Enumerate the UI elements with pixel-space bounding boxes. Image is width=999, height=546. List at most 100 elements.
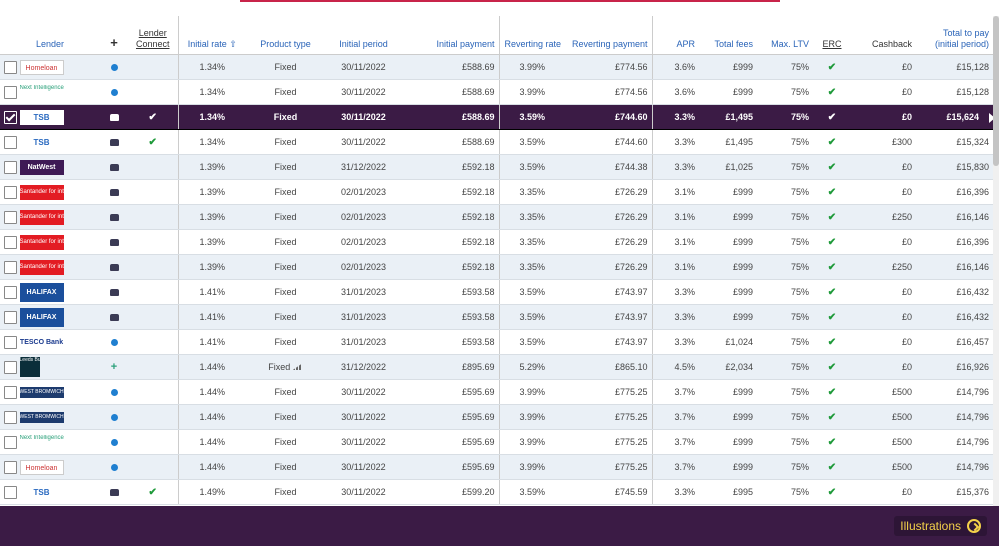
initial-payment-cell: £592.18 <box>402 229 499 255</box>
table-row[interactable]: Homeloan 1.34% Fixed 30/11/2022 £588.69 3.99%… <box>0 54 993 80</box>
row-checkbox[interactable] <box>4 210 17 224</box>
max-ltv-cell: 75% <box>757 379 813 405</box>
total-to-pay-cell: £15,128 <box>916 54 993 80</box>
lender-type-cell <box>100 129 128 155</box>
row-checkbox[interactable] <box>4 385 17 399</box>
apr-cell: 4.5% <box>651 354 699 380</box>
product-type-cell: Fixed <box>246 454 325 480</box>
table-row[interactable]: WEST BROMWICH 1.44% Fixed 30/11/2022 £595.69… <box>0 404 993 430</box>
lender-logo: Santander for intermediaries <box>19 184 64 200</box>
initial-period-cell: 30/11/2022 <box>325 454 402 480</box>
table-row[interactable]: TSB ✔ 1.49% Fixed 30/11/2022 £599.20 3.59% £745… <box>0 479 993 505</box>
tick-icon: ✔ <box>827 236 837 248</box>
table-row[interactable]: Next Intelligence 1.34% Fixed 30/11/2022 £58… <box>0 79 993 105</box>
max-ltv-cell: 75% <box>757 154 813 180</box>
tick-icon: ✔ <box>827 386 837 398</box>
initial-rate-cell: 1.44% <box>177 429 246 455</box>
table-row[interactable]: Santander for intermediaries 1.39% Fixed 02… <box>0 254 993 280</box>
col-erc[interactable]: ERC <box>813 16 851 55</box>
table-row[interactable]: Next Intelligence 1.44% Fixed 30/11/2022 £59… <box>0 429 993 455</box>
apr-cell: 3.7% <box>651 404 699 430</box>
row-checkbox[interactable] <box>4 160 17 174</box>
col-reverting-rate[interactable]: Reverting rate <box>498 16 565 55</box>
col-cashback[interactable]: Cashback <box>851 16 916 55</box>
initial-rate-cell: 1.39% <box>177 204 246 230</box>
col-plus[interactable]: + <box>100 16 128 55</box>
reverting-payment-cell: £745.59 <box>565 479 652 505</box>
row-checkbox[interactable] <box>4 85 17 99</box>
col-lender-connect[interactable]: Lender Connect <box>128 16 178 55</box>
col-product-type[interactable]: Product type <box>246 16 325 55</box>
initial-payment-cell: £588.69 <box>402 104 499 130</box>
row-checkbox[interactable] <box>4 235 17 249</box>
apr-cell: 3.7% <box>651 454 699 480</box>
col-apr[interactable]: APR <box>651 16 699 55</box>
row-checkbox[interactable] <box>4 110 17 124</box>
table-row[interactable]: TSB ✔ 1.34% Fixed 30/11/2022 £588.69 3.59% £744… <box>0 129 993 155</box>
table-row[interactable]: TESCO Bank 1.41% Fixed 31/01/2023 £593.58 3.5… <box>0 329 993 355</box>
row-checkbox[interactable] <box>4 260 17 274</box>
table-row[interactable]: TSB ✔ 1.34% Fixed 30/11/2022 £588.69 3.59% £744… <box>0 104 995 130</box>
table-row[interactable]: NatWest 1.39% Fixed 31/12/2022 £592.18 3.59% £… <box>0 154 993 180</box>
row-checkbox[interactable] <box>4 460 17 474</box>
row-checkbox[interactable] <box>4 485 17 499</box>
table-row[interactable]: Santander for intermediaries 1.39% Fixed 02… <box>0 179 993 205</box>
reverting-rate-cell: 3.59% <box>498 104 565 130</box>
col-lender[interactable]: Lender <box>0 16 100 55</box>
initial-payment-cell: £593.58 <box>402 304 499 330</box>
lender-cell: Next Intelligence <box>0 429 100 455</box>
row-checkbox[interactable] <box>4 135 17 149</box>
initial-period-cell: 02/01/2023 <box>325 204 402 230</box>
row-checkbox[interactable] <box>4 335 17 349</box>
row-checkbox[interactable] <box>4 285 17 299</box>
col-initial-period[interactable]: Initial period <box>325 16 402 55</box>
initial-payment-cell: £595.69 <box>402 404 499 430</box>
cashback-cell: £250 <box>851 204 916 230</box>
col-initial-payment[interactable]: Initial payment <box>402 16 499 55</box>
table-row[interactable]: WEST BROMWICH 1.44% Fixed 30/11/2022 £595.69… <box>0 379 993 405</box>
tick-icon: ✔ <box>148 136 157 148</box>
row-checkbox[interactable] <box>4 435 17 449</box>
illustrations-button[interactable]: Illustrations <box>894 516 987 536</box>
table-row[interactable]: HALIFAX 1.41% Fixed 31/01/2023 £593.58 3.59% £… <box>0 304 993 330</box>
initial-rate-cell: 1.34% <box>177 104 246 130</box>
reverting-rate-cell: 3.59% <box>498 304 565 330</box>
row-checkbox[interactable] <box>4 310 17 324</box>
col-total-to-pay[interactable]: Total to pay (initial period) <box>916 16 993 55</box>
scrollbar-thumb[interactable] <box>993 16 999 166</box>
scrollbar[interactable] <box>993 16 999 506</box>
total-to-pay-cell: £16,146 <box>916 204 993 230</box>
row-checkbox[interactable] <box>4 185 17 199</box>
row-checkbox[interactable] <box>4 60 17 74</box>
lender-connect-cell: ✔ <box>128 129 178 155</box>
table-row[interactable]: Homeloan 1.44% Fixed 30/11/2022 £595.69 3.99%… <box>0 454 993 480</box>
total-to-pay-cell: £15,624 <box>916 104 995 130</box>
lender-logo: Homeloan <box>19 59 64 75</box>
lender-cell: Santander for intermediaries <box>0 254 100 280</box>
row-checkbox[interactable] <box>4 410 17 424</box>
initial-payment-cell: £592.18 <box>402 179 499 205</box>
table-row[interactable]: Leeds Building Society +1.44% Fixed 31/12/… <box>0 354 993 380</box>
table-row[interactable]: Santander for intermediaries 1.39% Fixed 02… <box>0 204 993 230</box>
col-initial-rate[interactable]: Initial rate ⇧ <box>177 16 246 55</box>
product-type-cell: Fixed <box>246 104 325 130</box>
erc-cell: ✔ <box>813 404 851 430</box>
col-reverting-payment[interactable]: Reverting payment <box>565 16 652 55</box>
expand-arrow-icon[interactable] <box>989 113 995 123</box>
erc-cell: ✔ <box>813 104 851 130</box>
col-max-ltv[interactable]: Max. LTV <box>757 16 813 55</box>
table-row[interactable]: HALIFAX 1.41% Fixed 31/01/2023 £593.58 3.59% £… <box>0 279 993 305</box>
reverting-rate-cell: 3.35% <box>498 254 565 280</box>
row-checkbox[interactable] <box>4 360 17 374</box>
table-row[interactable]: Santander for intermediaries 1.39% Fixed 02… <box>0 229 993 255</box>
erc-cell: ✔ <box>813 479 851 505</box>
total-fees-cell: £999 <box>699 304 757 330</box>
lender-connect-cell <box>128 229 178 255</box>
plus-icon: + <box>110 361 118 373</box>
people-icon <box>109 489 119 497</box>
total-to-pay-cell: £16,432 <box>916 279 993 305</box>
erc-cell: ✔ <box>813 379 851 405</box>
col-total-fees[interactable]: Total fees <box>699 16 757 55</box>
erc-cell: ✔ <box>813 279 851 305</box>
erc-cell: ✔ <box>813 204 851 230</box>
